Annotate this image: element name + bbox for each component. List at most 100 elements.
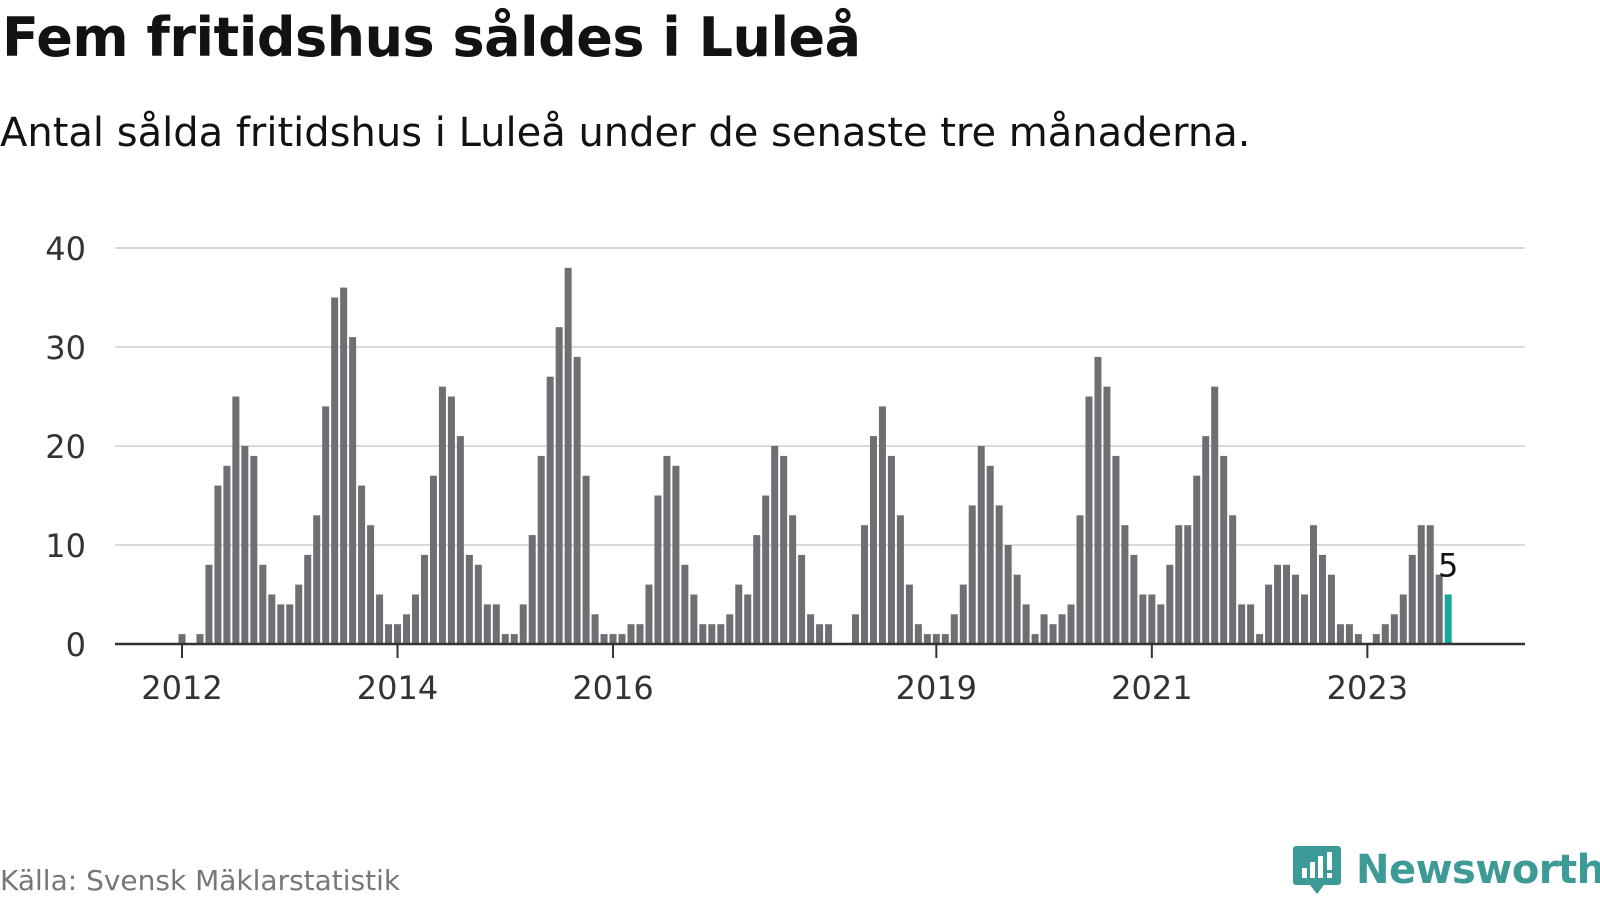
- newsworthy-brand[interactable]: Newsworthy: [1292, 844, 1600, 896]
- bar-121: [1265, 584, 1273, 644]
- bar-14: [304, 554, 312, 644]
- y-tick-label-40: 40: [45, 230, 86, 268]
- bar-135: [1390, 614, 1398, 644]
- bar-67: [780, 455, 788, 644]
- bar-93: [1013, 574, 1021, 644]
- bar-71: [816, 624, 824, 644]
- bar-69: [798, 554, 806, 644]
- bar-116: [1220, 455, 1228, 644]
- bar-130: [1345, 624, 1353, 644]
- y-tick-label-30: 30: [45, 329, 86, 367]
- bar-78: [878, 406, 886, 644]
- bar-87: [959, 584, 967, 644]
- bar-75: [852, 614, 859, 644]
- bar-53: [654, 495, 662, 644]
- bar-114: [1202, 436, 1210, 644]
- bar-35: [492, 604, 500, 644]
- bar-0: [178, 634, 186, 644]
- x-tick-label-2023: 2023: [1327, 669, 1408, 707]
- bar-102: [1094, 356, 1102, 644]
- bar-2: [196, 634, 204, 644]
- bar-124: [1292, 574, 1300, 644]
- bar-10: [268, 594, 276, 644]
- x-tick-label-2019: 2019: [896, 669, 977, 707]
- bar-32: [465, 554, 473, 644]
- bar-118: [1238, 604, 1246, 644]
- bar-8: [250, 455, 258, 644]
- brand-name: Newsworthy: [1356, 847, 1600, 893]
- x-tick-label-2021: 2021: [1111, 669, 1192, 707]
- bar-119: [1247, 604, 1255, 644]
- y-tick-label-20: 20: [45, 428, 86, 466]
- bar-122: [1274, 564, 1282, 644]
- bar-103: [1103, 386, 1111, 644]
- bar-43: [564, 267, 572, 644]
- bar-57: [690, 594, 698, 644]
- bar-79: [887, 455, 895, 644]
- bar-62: [735, 584, 743, 644]
- bar-83: [923, 634, 931, 644]
- bar-92: [1004, 545, 1012, 644]
- x-tick-label-2014: 2014: [357, 669, 438, 707]
- bar-101: [1085, 396, 1093, 644]
- bar-27: [420, 554, 428, 644]
- bar-16: [322, 406, 330, 644]
- bar-110: [1166, 564, 1174, 644]
- bar-72: [825, 624, 833, 644]
- bar-55: [672, 465, 680, 644]
- bar-64: [753, 535, 761, 644]
- bar-89: [977, 446, 985, 644]
- bar-46: [591, 614, 599, 644]
- bar-84: [932, 634, 940, 644]
- bar-111: [1175, 525, 1183, 644]
- bar-50: [627, 624, 635, 644]
- bar-25: [403, 614, 410, 644]
- bar-81: [905, 584, 913, 644]
- bar-33: [474, 564, 482, 644]
- bar-126: [1309, 525, 1317, 644]
- bar-65: [762, 495, 770, 644]
- bar-51: [636, 624, 644, 644]
- bar-52: [645, 584, 653, 644]
- bar-61: [726, 614, 734, 644]
- bar-98: [1058, 614, 1066, 644]
- bar-13: [295, 584, 303, 644]
- bar-115: [1211, 386, 1219, 644]
- bar-24: [394, 624, 402, 644]
- bar-85: [941, 634, 949, 644]
- bar-30: [447, 396, 455, 644]
- bar-48: [609, 634, 617, 644]
- bar-90: [986, 465, 994, 644]
- bar-94: [1022, 604, 1030, 644]
- bar-56: [681, 564, 689, 644]
- bar-40: [537, 455, 545, 644]
- y-tick-label-0: 0: [66, 626, 86, 664]
- bar-15: [313, 515, 321, 644]
- bar-100: [1076, 515, 1084, 644]
- bar-107: [1139, 594, 1147, 644]
- newsworthy-logo-icon: [1293, 846, 1341, 894]
- bar-125: [1301, 594, 1308, 644]
- bar-26: [411, 594, 419, 644]
- bar-76: [860, 525, 868, 644]
- bar-17: [331, 297, 339, 644]
- bar-39: [528, 535, 536, 644]
- bar-70: [807, 614, 815, 644]
- bar-63: [744, 594, 752, 644]
- bar-140: [1435, 574, 1443, 644]
- bar-139: [1426, 525, 1434, 644]
- bar-88: [968, 505, 976, 644]
- bar-117: [1229, 515, 1237, 644]
- bar-7: [241, 446, 249, 644]
- bar-38: [519, 604, 527, 644]
- bar-86: [950, 614, 958, 644]
- chart-subtitle: Antal sålda fritidshus i Luleå under de …: [0, 110, 1251, 156]
- bar-127: [1318, 554, 1326, 644]
- bar-80: [896, 515, 904, 644]
- bar-41: [546, 376, 554, 644]
- bar-21: [367, 525, 375, 644]
- bar-120: [1256, 634, 1264, 644]
- bar-22: [376, 594, 384, 644]
- bar-113: [1193, 475, 1201, 644]
